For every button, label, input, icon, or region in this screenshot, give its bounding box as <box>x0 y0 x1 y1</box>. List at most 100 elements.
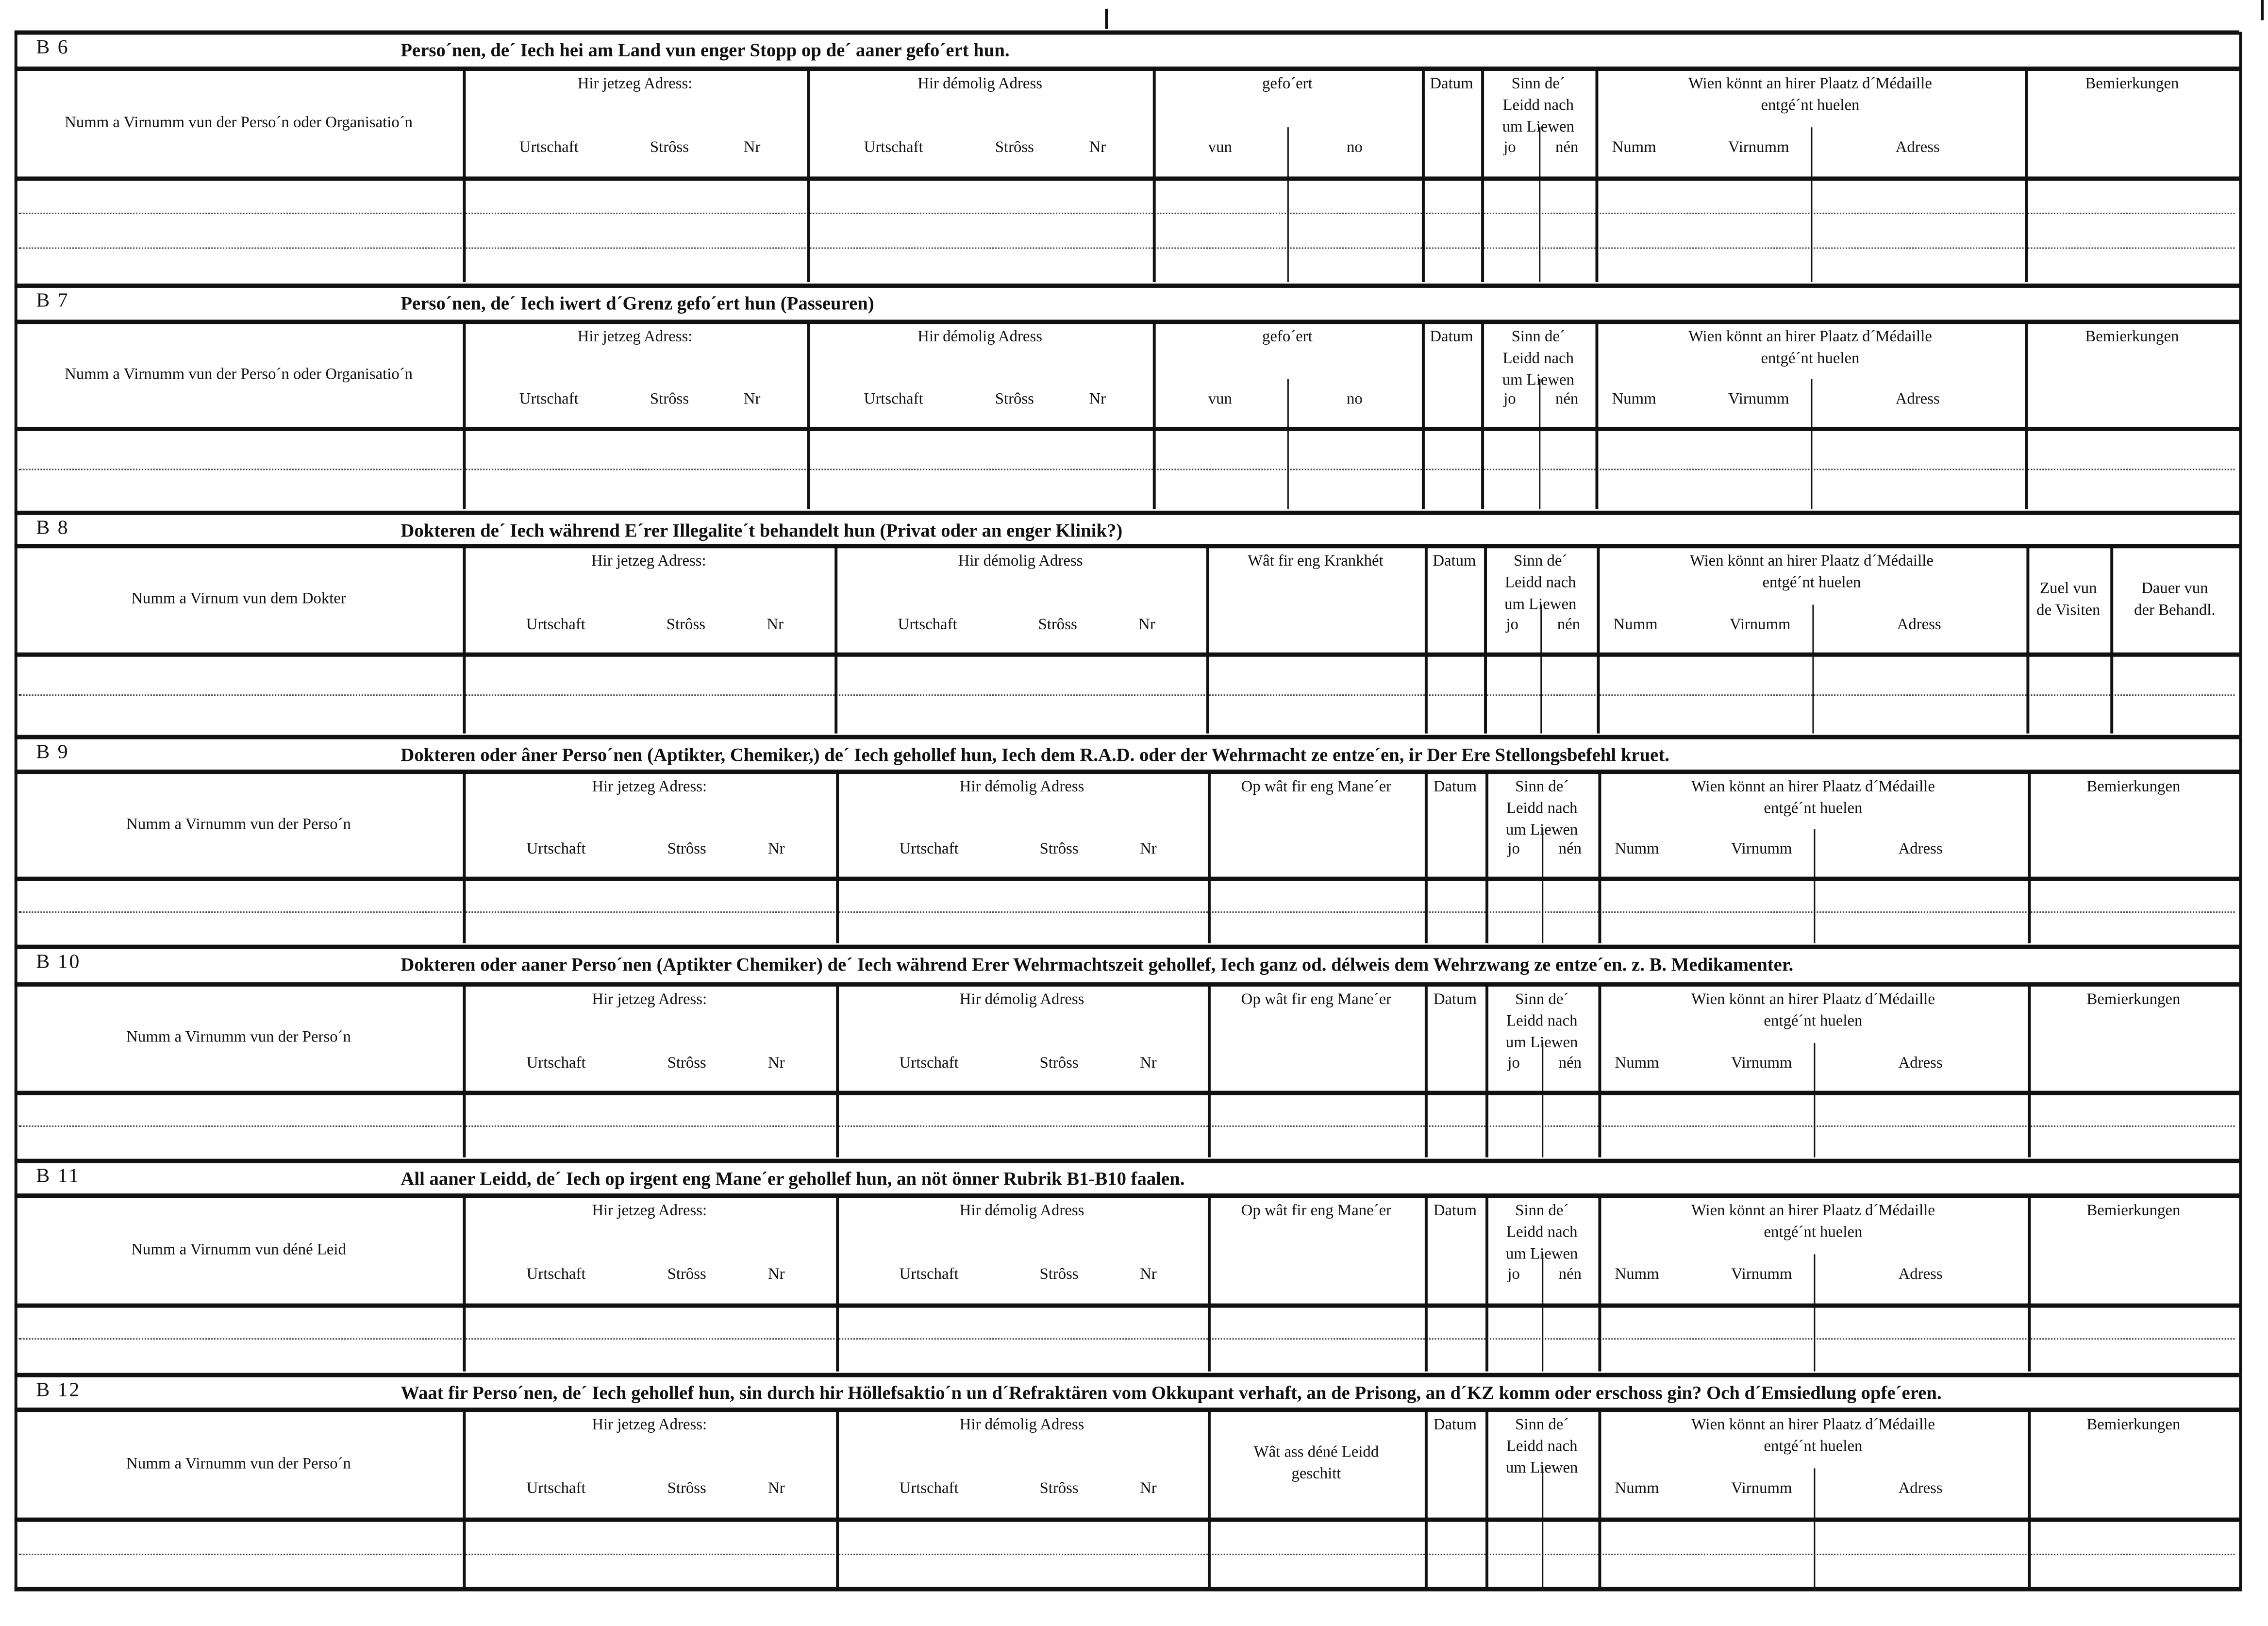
column-sub-label: Virnumm <box>1728 139 1789 157</box>
column-sub-label: no <box>1347 390 1363 408</box>
entry-row-line[interactable] <box>18 213 2235 214</box>
sub-column-divider <box>1542 1042 1544 1157</box>
column-header-label: Numm a Virnum vun dem Dokter <box>131 590 346 608</box>
column-header-label: Hir démolig Adress <box>959 1202 1084 1220</box>
column-sub-label: Strôss <box>667 840 706 858</box>
section-top-rule <box>14 944 2239 949</box>
entry-row-line[interactable] <box>18 247 2235 249</box>
column-sub-label: Strôss <box>667 1054 706 1072</box>
left-border <box>14 946 17 1160</box>
column-header-label: Numm a Virnumm vun der Perso´n <box>126 1454 351 1472</box>
column-sub-label: Urtschaft <box>526 1054 586 1072</box>
sub-column-divider <box>1540 603 1542 734</box>
column-sub-label: jo <box>1503 139 1516 157</box>
entry-row-line[interactable] <box>18 1554 2235 1556</box>
sub-column-divider <box>1539 127 1541 282</box>
section-code: B 9 <box>36 742 69 764</box>
column-sub-label: jo <box>1507 840 1520 858</box>
column-sub-label: Numm <box>1615 1266 1659 1284</box>
section-code: B 12 <box>36 1380 81 1402</box>
column-header-label: Hir jetzeg Adress: <box>592 1416 707 1434</box>
column-sub-label: jo <box>1506 615 1518 633</box>
column-header-label: Hir jetzeg Adress: <box>577 75 693 93</box>
section-top-rule <box>14 735 2239 739</box>
column-sub-label: Virnumm <box>1728 390 1789 408</box>
column-header-label: Wât fir eng Krankhét <box>1248 553 1384 570</box>
column-header-label: Hir démolig Adress <box>917 75 1043 93</box>
column-header-label: Hir démolig Adress <box>958 553 1083 570</box>
column-header-label: Bemierkungen <box>2086 991 2181 1008</box>
column-header-label: gefo´ert <box>1262 75 1313 93</box>
entry-row-line[interactable] <box>18 1125 2235 1127</box>
sub-column-divider <box>1814 828 1816 943</box>
sub-column-divider <box>1539 379 1541 509</box>
column-sub-label: Strôss <box>1039 1266 1079 1284</box>
sub-column-divider <box>1287 127 1289 282</box>
column-header-label: Wien könnt an hirer Plaatz d´Médaille en… <box>1688 328 1932 368</box>
column-sub-label: Adress <box>1898 1266 1943 1284</box>
column-divider <box>2028 1409 2031 1589</box>
sub-column-divider <box>1811 379 1813 509</box>
column-sub-label: Nr <box>1089 390 1106 408</box>
column-sub-label: Nr <box>743 139 761 157</box>
column-header-label: Bemierkungen <box>2086 1416 2181 1434</box>
column-sub-label: Urtschaft <box>899 1266 959 1284</box>
column-sub-label: Urtschaft <box>864 139 923 157</box>
entry-row-line[interactable] <box>18 1338 2235 1340</box>
section-code: B 8 <box>36 518 69 540</box>
column-divider <box>1484 545 1487 734</box>
section-top-rule <box>14 1158 2239 1163</box>
column-header-label: Hir démolig Adress <box>917 328 1043 346</box>
column-divider <box>1424 1409 1428 1589</box>
column-divider <box>1424 771 1428 943</box>
column-divider <box>2028 771 2031 943</box>
left-border <box>14 1374 17 1592</box>
left-border <box>14 285 17 512</box>
column-sub-label: Strôss <box>995 390 1034 408</box>
column-divider <box>1598 1195 1601 1372</box>
header-rule <box>14 319 2239 324</box>
section-top-rule <box>14 510 2239 515</box>
column-sub-label: Urtschaft <box>519 139 579 157</box>
column-divider <box>2028 984 2031 1157</box>
column-divider <box>463 1409 466 1589</box>
column-header-label: Sinn de´ Leidd nach um Liewen <box>1506 778 1578 839</box>
column-sub-label: Urtschaft <box>898 615 957 633</box>
column-sub-label: nén <box>1555 390 1579 408</box>
column-sub-label: Numm <box>1612 139 1656 157</box>
column-header-label: Numm a Virnumm vun der Perso´n oder Orga… <box>65 365 413 383</box>
header-bottom-rule <box>14 176 2239 181</box>
header-rule <box>14 544 2239 549</box>
crop-mark <box>2261 0 2264 20</box>
column-divider <box>1598 984 1601 1157</box>
column-sub-label: Urtschaft <box>899 840 959 858</box>
column-divider <box>1207 1195 1211 1372</box>
entry-row-line[interactable] <box>18 469 2235 470</box>
column-divider <box>463 771 466 943</box>
section-code: B 10 <box>36 952 81 974</box>
column-sub-label: Urtschaft <box>526 615 585 633</box>
column-divider <box>836 1409 839 1589</box>
column-divider <box>1481 68 1484 283</box>
column-sub-label: Strôss <box>995 139 1034 157</box>
form-bottom-rule <box>14 1587 2239 1592</box>
column-sub-label: Nr <box>767 1266 785 1284</box>
column-header-label: Sinn de´ Leidd nach um Liewen <box>1502 75 1574 136</box>
section-title: Perso´nen, de´ Iech iwert d´Grenz gefo´e… <box>400 292 874 314</box>
entry-row-line[interactable] <box>18 911 2235 913</box>
header-rule <box>14 1193 2239 1198</box>
column-divider <box>463 321 466 509</box>
column-header-label: Datum <box>1433 553 1476 570</box>
entry-row-line[interactable] <box>18 694 2235 696</box>
column-sub-label: Virnumm <box>1731 1266 1792 1284</box>
header-bottom-rule <box>14 426 2239 431</box>
header-bottom-rule <box>14 876 2239 881</box>
column-sub-label: nén <box>1558 1054 1582 1072</box>
header-bottom-rule <box>14 1517 2239 1522</box>
column-sub-label: Urtschaft <box>899 1480 959 1498</box>
column-sub-label: Numm <box>1615 1480 1659 1498</box>
column-header-label: Sinn de´ Leidd nach um Liewen <box>1506 1202 1578 1263</box>
column-header-label: Datum <box>1433 1202 1477 1220</box>
column-header-label: Wât ass déné Leidd geschitt <box>1253 1443 1379 1483</box>
